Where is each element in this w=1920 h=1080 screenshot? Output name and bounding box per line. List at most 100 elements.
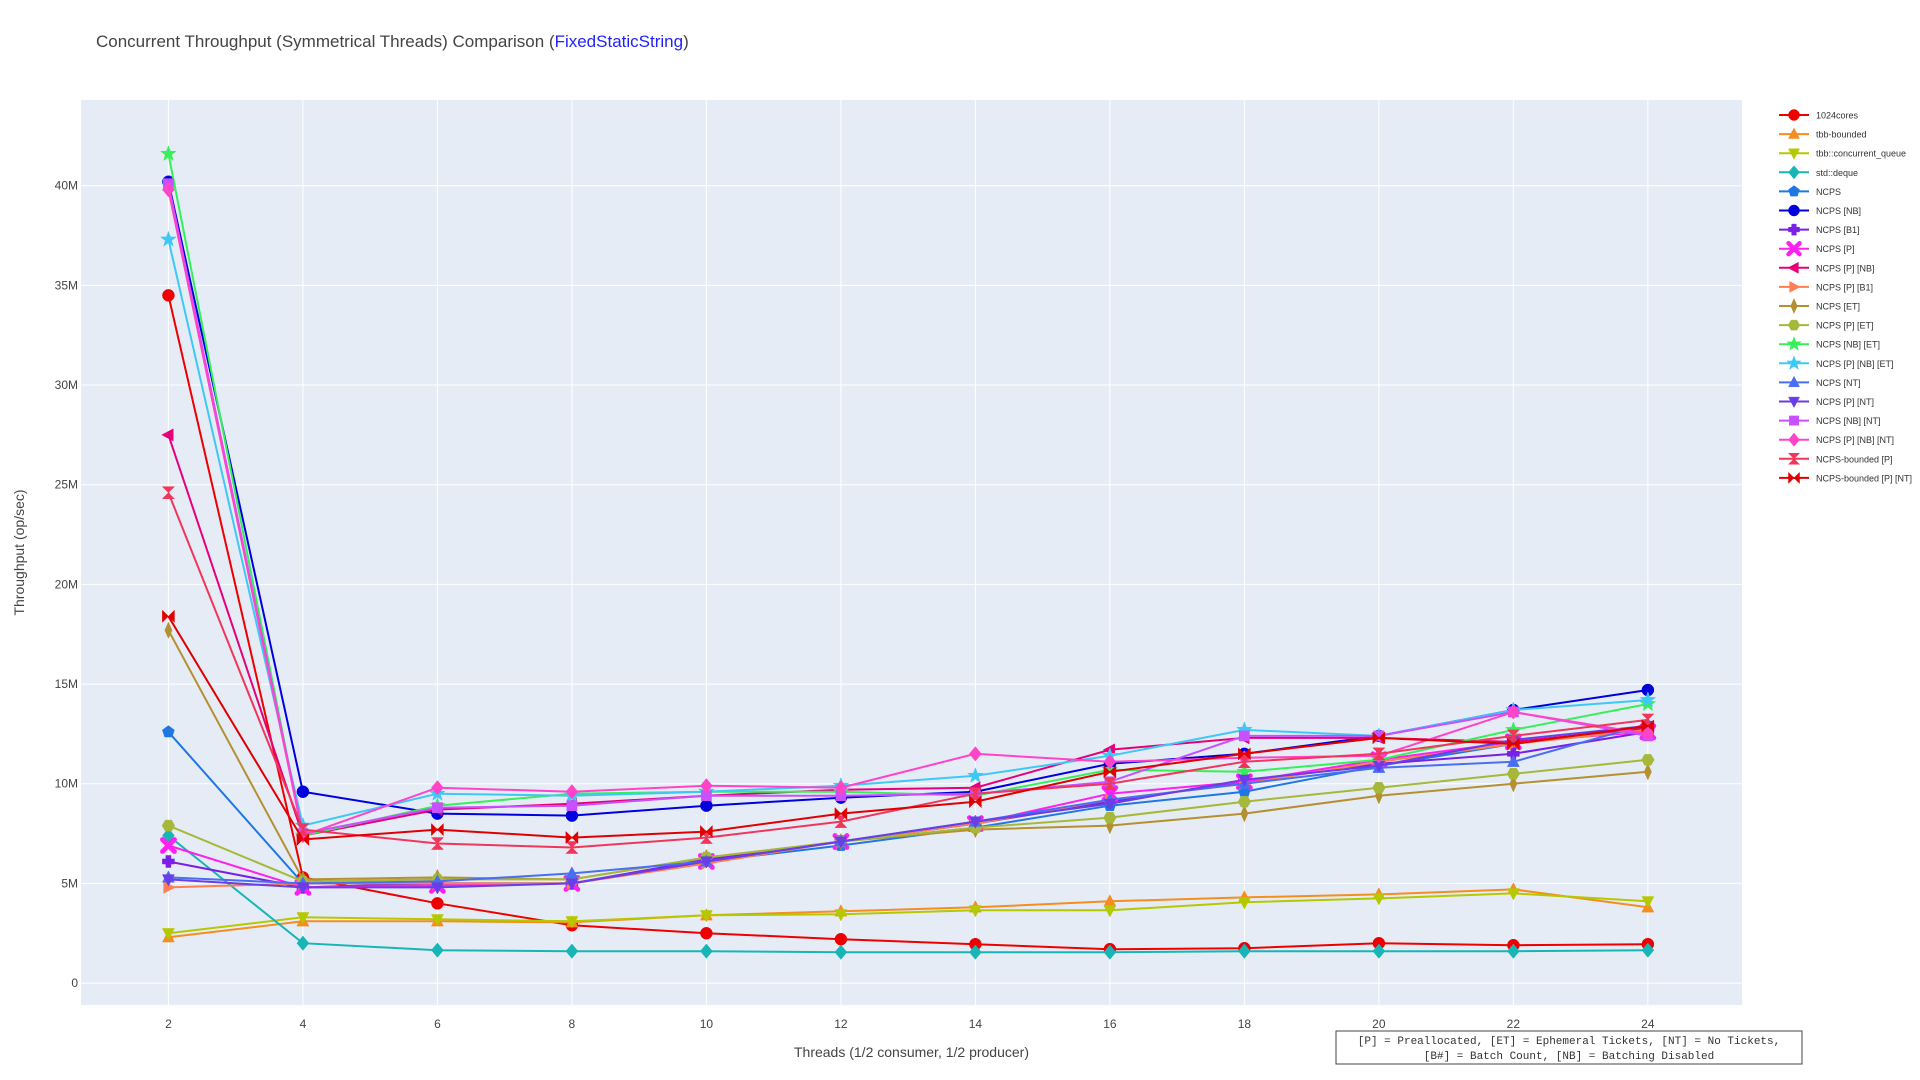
series-std-deque: [162, 827, 1655, 960]
data-point: [1641, 896, 1655, 909]
data-point: [967, 766, 984, 783]
data-point: [1372, 893, 1386, 906]
series-tbb-concurrent-queue: [162, 888, 1655, 941]
legend-label: NCPS [P] [ET]: [1816, 321, 1874, 331]
legend-label: NCPS [NB]: [1816, 206, 1861, 216]
data-point: [1507, 737, 1520, 751]
y-axis-label: Throughput (op/sec): [11, 489, 27, 615]
data-point: [431, 897, 444, 910]
data-point: [565, 830, 579, 845]
data-point: [296, 832, 310, 847]
x-marker-stroke: [1786, 240, 1802, 257]
legend-item: tbb::concurrent_queue: [1779, 148, 1906, 160]
data-point: [1641, 719, 1655, 733]
footnote-line-1: [P] = Preallocated, [ET] = Ephemeral Tic…: [1358, 1036, 1780, 1048]
x-tick-label: 16: [1103, 1017, 1117, 1031]
data-point: [699, 910, 713, 923]
y-tick-label: 15M: [55, 677, 78, 691]
series-line: [167, 183, 1649, 835]
legend-item: 1024cores: [1779, 109, 1859, 121]
data-point: [1641, 726, 1655, 742]
legend-label: NCPS [NB] [ET]: [1816, 340, 1880, 350]
legend-marker: [1788, 148, 1800, 160]
legend-label: NCPS [P] [NT]: [1816, 397, 1874, 407]
legend-label: NCPS [P] [B1]: [1816, 282, 1873, 292]
x-tick-label: 18: [1238, 1017, 1252, 1031]
plot-background: [81, 100, 1742, 1005]
data-point: [160, 837, 177, 854]
data-point: [699, 856, 713, 869]
chart-title-accent: FixedStaticString: [554, 32, 684, 51]
data-point: [1103, 944, 1117, 960]
data-point: [1103, 754, 1117, 770]
data-point: [565, 916, 579, 929]
x-tick-label: 4: [300, 1017, 307, 1031]
data-point: [1507, 943, 1520, 959]
legend-item: NCPS [P] [NT]: [1779, 396, 1874, 409]
legend-marker: [1788, 204, 1800, 217]
legend-item: NCPS [P] [B1]: [1779, 280, 1873, 293]
data-point: [162, 289, 175, 302]
legend-marker: [1790, 297, 1798, 315]
legend-label: tbb::concurrent_queue: [1816, 149, 1906, 159]
data-point: [968, 905, 982, 918]
data-point: [1103, 811, 1117, 824]
series-ncps-bounded-p-nt: [162, 609, 1655, 847]
legend-item: NCPS [NB]: [1779, 204, 1861, 217]
chart-title-prefix: Concurrent Throughput (Symmetrical Threa…: [96, 32, 555, 51]
y-tick-label: 20M: [55, 577, 78, 591]
y-tick-label: 10M: [55, 777, 78, 791]
y-tick-label: 5M: [61, 876, 78, 890]
data-point: [1507, 704, 1520, 720]
data-point: [1372, 731, 1386, 745]
data-point: [1238, 747, 1251, 761]
x-tick-label: 24: [1641, 1017, 1655, 1031]
data-point: [1238, 943, 1251, 959]
legend-marker: [1786, 240, 1802, 257]
legend-label: NCPS [P]: [1816, 244, 1855, 254]
data-point: [162, 182, 175, 198]
data-point: [432, 802, 443, 814]
legend-item: NCPS [P] [ET]: [1779, 319, 1874, 331]
series-line: [167, 615, 1649, 841]
data-point: [162, 928, 175, 941]
legend-marker: [1788, 432, 1800, 447]
data-point: [834, 807, 848, 821]
data-point: [1509, 775, 1518, 793]
data-point: [430, 914, 444, 927]
y-tick-label: 25M: [55, 478, 78, 492]
legend-label: NCPS [NB] [NT]: [1816, 416, 1881, 426]
x-tick-label: 2: [165, 1017, 172, 1031]
data-point: [1237, 897, 1251, 910]
data-point: [162, 855, 175, 868]
legend-marker: [1788, 223, 1800, 236]
plot-area: [81, 100, 1742, 1005]
data-point: [565, 841, 579, 854]
legend-item: tbb-bounded: [1779, 127, 1867, 140]
legend-label: std::deque: [1816, 168, 1858, 178]
series-line: [168, 724, 1649, 889]
y-tick-label: 0: [71, 976, 78, 990]
data-point: [430, 882, 444, 895]
series-line: [168, 758, 1649, 883]
data-point: [969, 944, 982, 960]
legend-item: NCPS [NB] [NT]: [1779, 415, 1881, 426]
legend-marker: [1788, 375, 1800, 388]
data-point: [431, 822, 444, 837]
legend-label: NCPS: [1816, 187, 1841, 197]
legend-label: NCPS [P] [NB] [ET]: [1816, 359, 1894, 369]
footnote-box: [P] = Preallocated, [ET] = Ephemeral Tic…: [1335, 1030, 1803, 1065]
legend-label: NCPS [P] [NB]: [1816, 263, 1875, 273]
legend-item: NCPS-bounded [P]: [1779, 453, 1893, 465]
data-point: [969, 795, 982, 809]
series-ncps-p-nb-nt: [162, 182, 1655, 844]
data-point: [296, 882, 310, 895]
data-point: [700, 778, 713, 794]
legend-label: 1024cores: [1816, 111, 1859, 121]
data-point: [159, 230, 177, 247]
data-point: [1103, 798, 1117, 811]
chart-title: Concurrent Throughput (Symmetrical Threa…: [96, 32, 689, 52]
legend-marker: [1787, 261, 1799, 274]
data-point: [565, 784, 579, 800]
